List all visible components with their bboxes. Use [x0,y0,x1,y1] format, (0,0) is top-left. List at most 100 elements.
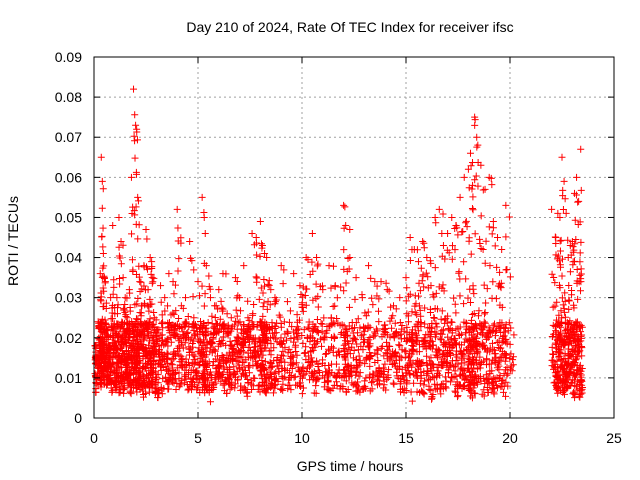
data-point [286,381,294,389]
data-point [128,230,136,238]
data-point [103,331,111,339]
data-point [175,314,183,322]
y-tick-label: 0.06 [55,169,82,185]
x-tick-label: 15 [398,430,414,446]
data-point [163,355,171,363]
data-point [115,213,123,221]
data-point [152,373,160,381]
data-point [219,333,227,341]
data-point [232,373,240,381]
data-point [201,374,209,382]
data-point [100,287,108,295]
data-point [272,335,280,343]
data-point [296,282,304,290]
data-point [175,351,183,359]
data-point [100,262,108,270]
data-point [227,314,235,322]
data-point [170,310,178,318]
data-point [269,389,277,397]
data-point [274,362,282,370]
data-point [259,312,267,320]
data-point [112,347,120,355]
data-point [143,235,151,243]
data-point [134,193,142,201]
data-point [230,321,238,329]
data-point [163,349,171,357]
data-point [204,377,212,385]
data-point [134,235,142,243]
data-point [110,283,118,291]
data-point [244,328,252,336]
data-point [133,300,141,308]
data-point [119,274,127,282]
data-point [172,307,180,315]
data-point [123,314,131,322]
data-point [113,304,121,312]
data-point [196,337,204,345]
data-point [114,301,122,309]
data-point [100,274,108,282]
data-point [301,349,309,357]
data-point [96,270,104,278]
data-point [159,375,167,383]
data-point [236,294,244,302]
data-point [245,334,253,342]
data-point [202,262,210,270]
data-point [292,381,300,389]
data-point [231,380,239,388]
data-point [139,393,147,401]
data-point [148,279,156,287]
data-point [224,321,232,329]
data-point [285,345,293,353]
data-point [149,364,157,372]
data-point [178,358,186,366]
data-point [189,293,197,301]
data-point [92,342,100,350]
data-point [283,298,291,306]
data-point [208,312,216,320]
x-tick-label: 25 [606,430,622,446]
data-point [178,376,186,384]
data-point [150,309,158,317]
data-point [249,354,257,362]
data-point [270,370,278,378]
y-tick-label: 0.02 [55,330,82,346]
data-point [292,330,300,338]
data-point [261,330,269,338]
data-point [223,389,231,397]
data-point [191,352,199,360]
data-point [244,379,252,387]
data-point [267,286,275,294]
data-point [99,224,107,232]
data-point [287,334,295,342]
data-point [113,294,121,302]
data-point [144,286,152,294]
data-point [136,356,144,364]
data-point [122,313,130,321]
data-point [211,347,219,355]
data-point [223,328,231,336]
data-point [272,296,280,304]
x-tick-label: 0 [90,430,98,446]
data-point [193,384,201,392]
data-point [111,329,119,337]
data-point [213,328,221,336]
data-point [248,229,256,237]
data-point [261,250,269,258]
data-point [154,394,162,402]
data-point [259,289,267,297]
data-point [108,354,116,362]
data-point [136,308,144,316]
data-point [190,323,198,331]
data-point [281,343,289,351]
data-point [164,319,172,327]
data-point [277,262,285,270]
data-point [198,282,206,290]
data-point [179,304,187,312]
data-point [237,386,245,394]
data-point [215,368,223,376]
data-point [287,386,295,394]
data-point [228,378,236,386]
data-point [240,321,248,329]
data-point [211,375,219,383]
